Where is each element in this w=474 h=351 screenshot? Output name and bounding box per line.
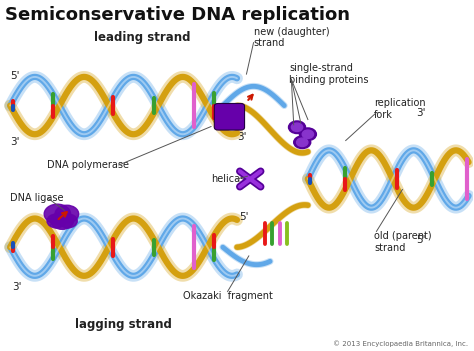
Text: helicase: helicase (211, 174, 251, 184)
Circle shape (55, 205, 79, 223)
Text: leading strand: leading strand (94, 31, 191, 44)
Circle shape (302, 130, 314, 138)
Text: 5': 5' (46, 218, 55, 228)
Text: DNA polymerase: DNA polymerase (47, 160, 129, 170)
Text: 3': 3' (10, 137, 19, 147)
Text: 3': 3' (237, 132, 246, 142)
Text: old (parent)
strand: old (parent) strand (374, 231, 432, 253)
Circle shape (289, 121, 306, 133)
Text: 5': 5' (417, 235, 426, 245)
Text: Okazaki  fragment: Okazaki fragment (182, 291, 273, 301)
Text: replication
fork: replication fork (374, 98, 426, 120)
Circle shape (294, 136, 311, 148)
Circle shape (44, 204, 71, 224)
Text: 3': 3' (417, 107, 426, 118)
Text: lagging strand: lagging strand (75, 318, 172, 331)
Circle shape (58, 214, 77, 228)
FancyBboxPatch shape (214, 104, 245, 130)
Text: 3': 3' (12, 282, 22, 292)
Circle shape (297, 138, 308, 146)
Circle shape (47, 214, 66, 228)
Text: Semiconservative DNA replication: Semiconservative DNA replication (5, 6, 350, 24)
Text: DNA ligase: DNA ligase (10, 193, 64, 203)
Text: new (daughter)
strand: new (daughter) strand (254, 27, 329, 48)
Text: 5': 5' (10, 71, 19, 81)
Text: © 2013 Encyclopaedia Britannica, Inc.: © 2013 Encyclopaedia Britannica, Inc. (333, 340, 469, 347)
Circle shape (292, 123, 303, 131)
Circle shape (51, 213, 73, 229)
Text: single-strand
binding proteins: single-strand binding proteins (289, 63, 368, 85)
Circle shape (300, 128, 317, 140)
Text: 5': 5' (239, 212, 249, 223)
